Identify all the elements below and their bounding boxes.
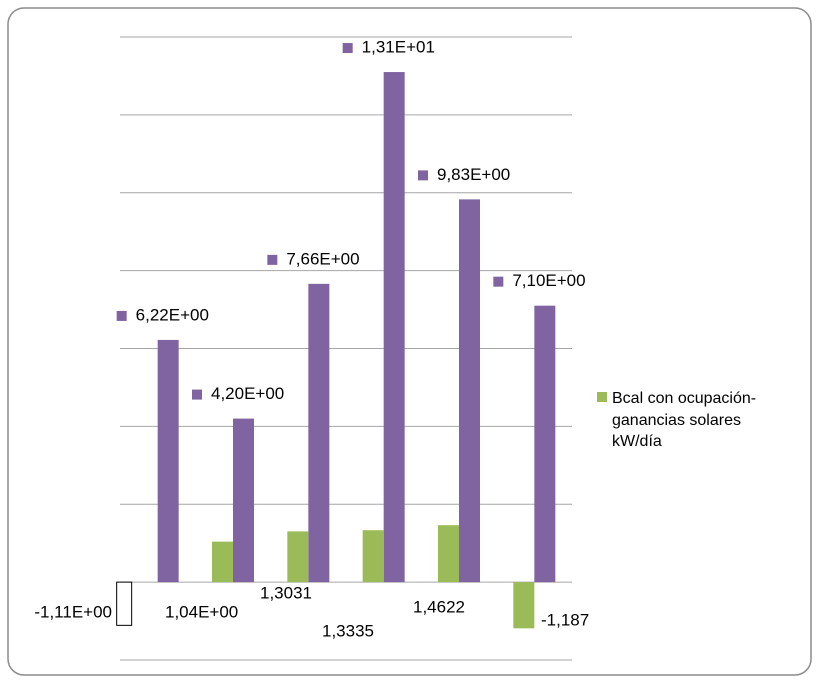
bar [362, 530, 384, 583]
label-key [192, 389, 202, 400]
data-label: 9,83E+00 [437, 165, 510, 184]
legend-key [597, 392, 607, 402]
label-key [418, 170, 428, 181]
data-label: 1,3031 [260, 583, 312, 602]
bar [308, 283, 330, 583]
bar [383, 72, 405, 583]
data-label: -1,11E+00 [34, 602, 112, 621]
data-label: 4,20E+00 [211, 384, 284, 403]
label-key [267, 254, 278, 265]
data-label: -1,187 [541, 610, 589, 629]
bar [157, 339, 179, 583]
label-key [342, 43, 353, 54]
chart-frame [7, 7, 812, 676]
bar [438, 525, 459, 583]
data-label: 7,66E+00 [286, 249, 359, 268]
bar [233, 418, 254, 583]
data-label: 7,10E+00 [512, 271, 585, 290]
bar [534, 305, 556, 583]
bar [513, 582, 535, 629]
data-label: 1,04E+00 [165, 602, 238, 621]
bar [287, 531, 309, 583]
label-key [493, 276, 504, 287]
label-key [116, 310, 127, 321]
bar [459, 199, 480, 583]
bar [116, 581, 133, 626]
legend-text: Bcal con ocupación-ganancias solares kW/… [612, 390, 757, 450]
bar [212, 541, 233, 583]
data-label: 1,3335 [322, 621, 374, 640]
data-label: 1,31E+01 [362, 38, 435, 57]
data-label: 6,22E+00 [136, 305, 209, 324]
data-label: 1,4622 [413, 597, 465, 616]
